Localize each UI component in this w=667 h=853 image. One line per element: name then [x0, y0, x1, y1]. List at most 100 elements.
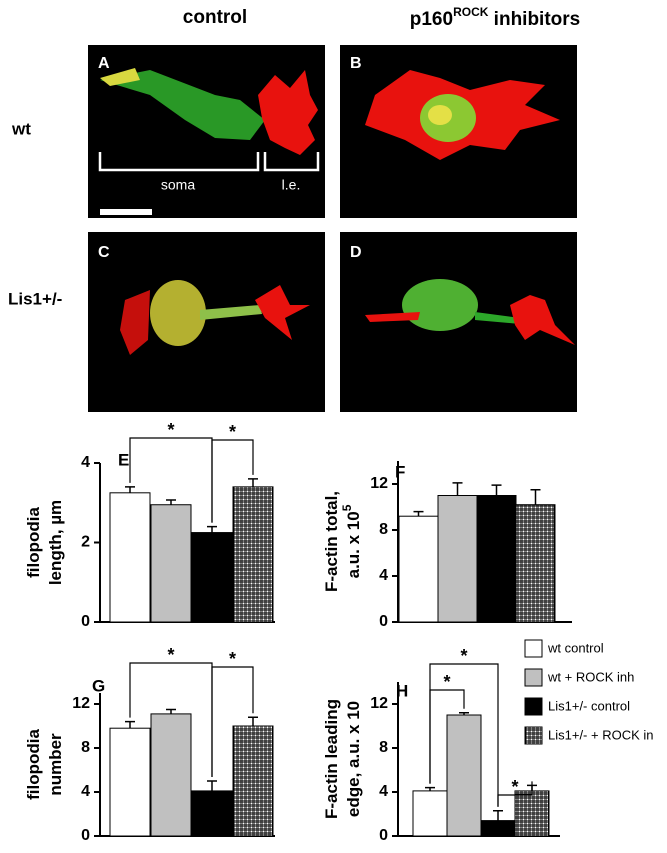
y-tick-label: 4 [379, 783, 388, 800]
error-bar [248, 716, 258, 726]
y-tick-label: 4 [379, 567, 388, 584]
bracket [98, 152, 320, 172]
y-tick-label: 8 [379, 739, 388, 756]
error-bar [530, 489, 541, 505]
y-tick-label: 4 [81, 454, 90, 471]
y-tick-label: 0 [379, 613, 388, 630]
y-tick-label: 0 [81, 613, 90, 630]
legend-swatch [524, 668, 543, 687]
significance-star: * [167, 420, 174, 440]
y-axis-label: filopodia [24, 507, 43, 578]
y-axis-label-text: edge, a.u. x 10 [344, 701, 363, 817]
y-axis-label: number [46, 733, 65, 796]
bar [515, 504, 556, 623]
y-axis-label: F-actin leading [322, 699, 341, 819]
y-tick-label: 8 [81, 739, 90, 756]
bar [109, 492, 151, 623]
y-axis-label-text: length, µm [46, 500, 65, 585]
y-axis-label: filopodia [24, 729, 43, 800]
error-bar [125, 720, 135, 729]
significance-bracket [211, 439, 254, 523]
panel-label: B [350, 55, 362, 72]
legend-label: wt + ROCK inh [547, 669, 634, 684]
y-axis-label: length, µm [46, 500, 65, 585]
bar [446, 714, 482, 837]
error-bar [166, 499, 176, 505]
y-tick-label: 12 [72, 695, 90, 712]
y-tick-label: 12 [370, 695, 388, 712]
y-tick-label: 12 [370, 475, 388, 492]
bar [476, 495, 517, 623]
y-tick-label: 0 [379, 827, 388, 844]
y-axis-label-text: filopodia [24, 729, 43, 800]
legend-swatch [524, 639, 543, 658]
y-axis-label: F-actin total, [322, 491, 341, 592]
y-axis-label-text: a.u. x 10 [344, 511, 363, 578]
bar [514, 790, 550, 837]
error-bar [166, 708, 176, 714]
bar [437, 495, 478, 623]
legend-label: wt control [547, 640, 604, 655]
bar [191, 532, 233, 623]
y-axis-label-text: filopodia [24, 507, 43, 578]
column-header: p160ROCK inhibitors [410, 5, 580, 30]
y-axis-label-text: F-actin total, [322, 491, 341, 592]
legend-label: Lis1+/- + ROCK in [548, 727, 654, 742]
bar [480, 820, 516, 837]
error-bar [459, 712, 469, 715]
micrograph [340, 45, 577, 218]
header-text: p160 [410, 9, 453, 30]
error-bar [207, 525, 217, 533]
row-label: wt [11, 119, 31, 138]
error-bar [491, 484, 502, 496]
panel-letter: H [396, 681, 408, 700]
significance-star: * [443, 672, 450, 692]
row-label: Lis1+/- [8, 289, 62, 308]
bar [150, 713, 192, 837]
error-bar [125, 486, 135, 493]
y-tick-label: 4 [81, 783, 90, 800]
bar [191, 790, 233, 837]
panel-letter: F [395, 462, 405, 481]
significance-star: * [229, 422, 236, 442]
significance-star: * [511, 777, 518, 797]
bar [232, 486, 274, 623]
y-axis-label: a.u. x 105 [340, 504, 363, 578]
annotation: soma [161, 177, 195, 193]
panel-letter: E [118, 450, 129, 469]
micrograph [340, 232, 577, 412]
y-axis-label-superscript: 5 [340, 504, 354, 511]
annotation: l.e. [282, 177, 301, 193]
bar [232, 725, 274, 837]
y-axis-label-text: number [46, 733, 65, 796]
significance-star: * [167, 645, 174, 665]
error-bar [493, 809, 503, 821]
error-bar [425, 786, 435, 791]
micrograph [88, 45, 325, 218]
legend-label: Lis1+/- control [548, 698, 630, 713]
bar [150, 504, 192, 623]
significance-bracket [211, 666, 254, 777]
y-tick-label: 0 [81, 827, 90, 844]
significance-bracket [497, 781, 533, 807]
significance-bracket [429, 689, 465, 784]
legend-swatch [524, 726, 543, 745]
bar [398, 515, 439, 623]
y-tick-label: 2 [81, 534, 90, 551]
error-bar [452, 482, 463, 496]
header-superscript: ROCK [453, 5, 489, 19]
scale-bar [100, 209, 152, 215]
error-bar [413, 510, 424, 517]
micrograph [88, 232, 325, 412]
significance-star: * [229, 649, 236, 669]
panel-label: A [98, 55, 110, 72]
y-axis-label-text: F-actin leading [322, 699, 341, 819]
y-tick-label: 8 [379, 521, 388, 538]
bar [109, 727, 151, 837]
bar [412, 790, 448, 837]
error-bar [207, 780, 217, 791]
panel-letter: G [92, 676, 105, 695]
y-axis-label: edge, a.u. x 10 [344, 701, 363, 817]
